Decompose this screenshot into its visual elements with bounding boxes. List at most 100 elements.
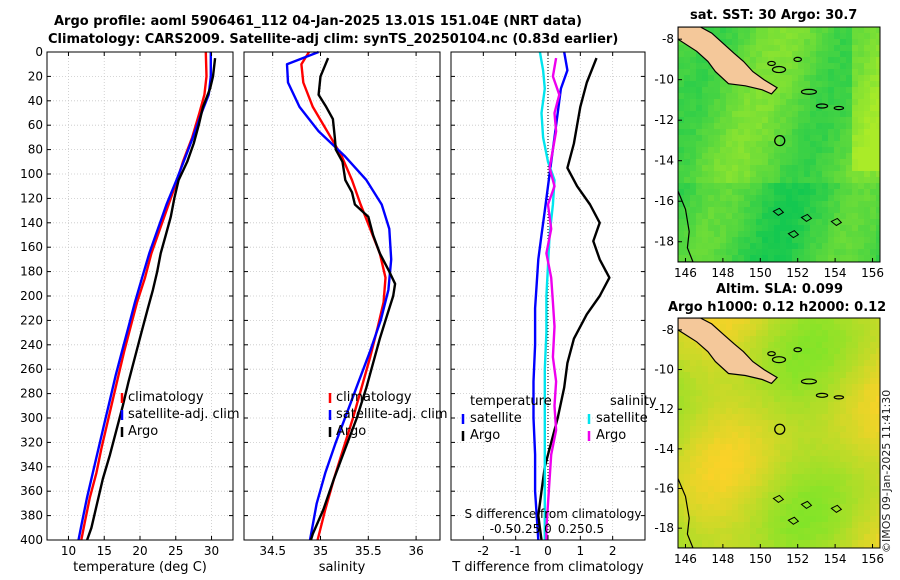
x2-tick-label: -0.25: [509, 522, 540, 536]
x2-tick-label: 0.5: [585, 522, 604, 536]
y-tick-label: 320: [20, 435, 43, 449]
reef: [772, 494, 785, 504]
map-y-tick-label: -10: [654, 363, 674, 377]
legend-label: climatology: [128, 390, 204, 405]
coastline-queensland: [678, 478, 694, 548]
reef: [830, 504, 843, 513]
y-tick-label: 20: [28, 69, 43, 83]
x2-tick-label: 0.25: [558, 522, 585, 536]
legend-label: satellite: [470, 411, 522, 426]
series-line-temperature-satellite: [532, 51, 569, 541]
x-tick-label: -2: [477, 544, 489, 558]
legend-label: satellite-adj. clim: [128, 407, 240, 422]
map-x-tick-label: 150: [749, 266, 772, 280]
x-tick-label: 30: [204, 544, 219, 558]
x-tick-label: 25: [168, 544, 183, 558]
map-x-tick-label: 156: [861, 266, 884, 280]
y-tick-label: 120: [20, 191, 43, 205]
y-tick-label: 240: [20, 338, 43, 352]
map-frame: [677, 317, 881, 549]
figure-title-line1: Argo profile: aoml 5906461_112 04-Jan-20…: [54, 14, 582, 29]
map-y-tick-label: -16: [654, 194, 674, 208]
land-mass: [678, 318, 779, 385]
reef: [787, 230, 800, 239]
y-tick-label: 280: [20, 387, 43, 401]
x-tick-label: 1: [577, 544, 585, 558]
series-line-satellite-adj-clim: [77, 52, 213, 541]
y-tick-label: 400: [20, 533, 43, 547]
coastline-queensland: [678, 190, 694, 262]
map-x-tick-label: 152: [786, 552, 809, 566]
x2-tick-label: 0: [544, 522, 552, 536]
island: [793, 56, 803, 63]
map-x-tick-label: 146: [674, 266, 697, 280]
map-x-tick-label: 154: [824, 266, 847, 280]
map-x-tick-label: 156: [861, 552, 884, 566]
x-tick-label: 15: [97, 544, 112, 558]
legend-title-temperature: temperature: [470, 394, 552, 409]
island: [815, 103, 829, 109]
reef: [787, 516, 800, 525]
y-tick-label: 160: [20, 240, 43, 254]
y-tick-label: 140: [20, 216, 43, 230]
map-y-tick-label: -12: [654, 113, 674, 127]
argo-position-marker: [774, 135, 786, 147]
x2-tick-label: -0.5: [490, 522, 513, 536]
map-y-tick-label: -18: [654, 521, 674, 535]
island: [771, 65, 787, 74]
land-mass: [678, 27, 779, 95]
map-y-tick-label: -8: [662, 323, 674, 337]
y-tick-label: 100: [20, 167, 43, 181]
map-x-tick-label: 148: [711, 552, 734, 566]
legend-label: Argo: [470, 428, 500, 443]
y-tick-label: 340: [20, 460, 43, 474]
map-y-tick-label: -10: [654, 73, 674, 87]
figure-title-line2: Climatology: CARS2009. Satellite-adj cli…: [48, 32, 619, 47]
x2-axis-label: S difference from climatology: [465, 507, 642, 521]
legend-label: Argo: [596, 428, 626, 443]
map-sst: [677, 26, 881, 263]
x-tick-label: 35.5: [355, 544, 382, 558]
series-line-satellite-adj-clim: [285, 50, 393, 541]
legend-label: Argo: [128, 424, 158, 439]
x-tick-label: 20: [132, 544, 147, 558]
map-x-tick-label: 150: [749, 552, 772, 566]
series-line-salinity-satellite: [538, 51, 556, 540]
y-tick-label: 260: [20, 362, 43, 376]
map-x-tick-label: 154: [824, 552, 847, 566]
axes-frame: [243, 51, 441, 541]
y-tick-label: 380: [20, 509, 43, 523]
y-tick-label: 300: [20, 411, 43, 425]
map-frame: [677, 26, 881, 263]
map-y-tick-label: -16: [654, 482, 674, 496]
series-line-argo: [309, 57, 397, 541]
series-line-argo: [85, 57, 217, 541]
island: [793, 347, 803, 353]
series-line-temperature-argo: [537, 57, 611, 541]
map-x-tick-label: 152: [786, 266, 809, 280]
island: [800, 378, 818, 385]
map-field-sst: [678, 27, 880, 262]
x-axis-label: temperature (deg C): [73, 560, 207, 575]
y-tick-label: 180: [20, 265, 43, 279]
reef: [830, 217, 843, 227]
map-field-sla: [678, 318, 880, 548]
y-tick-label: 80: [28, 143, 43, 157]
sla-map-title-line2: Argo h1000: 0.12 h2000: 0.12: [668, 300, 887, 315]
sla-map-title-line1: Altim. SLA: 0.099: [716, 282, 843, 297]
x-axis-label: T difference from climatology: [451, 560, 644, 575]
legend-label: climatology: [336, 390, 412, 405]
map-y-tick-label: -14: [654, 154, 674, 168]
y-tick-label: 60: [28, 118, 43, 132]
island: [767, 351, 776, 357]
legend-title-salinity: salinity: [610, 394, 657, 409]
y-tick-label: 200: [20, 289, 43, 303]
map-sla: [677, 317, 881, 549]
island: [800, 88, 818, 95]
series-line-climatology: [80, 51, 208, 541]
y-tick-label: 220: [20, 313, 43, 327]
x-tick-label: 2: [609, 544, 617, 558]
argo-position-marker: [774, 423, 786, 435]
reef: [800, 500, 813, 509]
